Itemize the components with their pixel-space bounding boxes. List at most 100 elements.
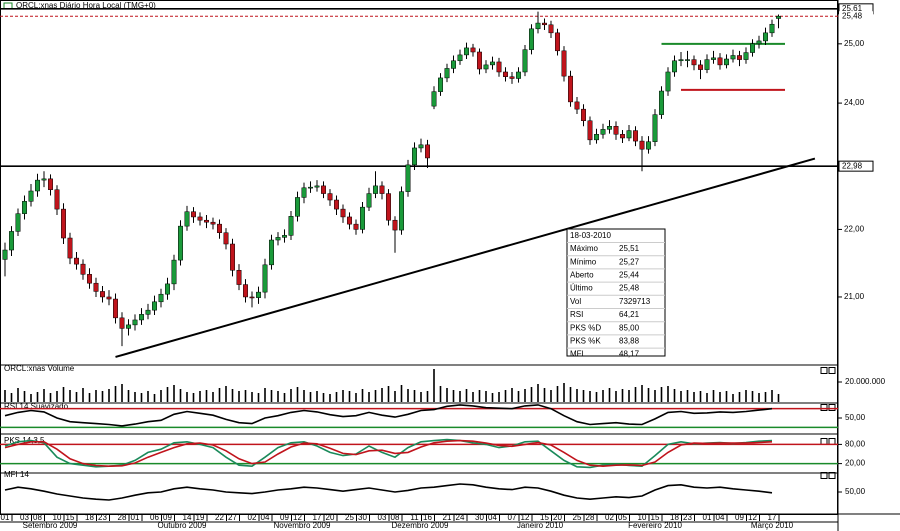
level-label: 22,98 [842, 161, 863, 170]
month-label: Fevereiro 2010 [628, 521, 682, 530]
candle-body [126, 324, 131, 329]
candle-body [405, 164, 411, 192]
volume-bar [192, 393, 195, 402]
candle-body [574, 101, 580, 110]
candle-body [191, 211, 196, 218]
volume-bar [569, 387, 572, 402]
x-tick-label: 10 [53, 513, 62, 522]
x-tick-label: 07 [508, 513, 517, 522]
candle-body [496, 61, 502, 73]
y-tick-label: 20,00 [845, 459, 866, 468]
month-label: Setembro 2009 [23, 521, 78, 530]
volume-bar [283, 393, 286, 402]
volume-bar [30, 394, 32, 402]
x-tick-label: 04 [488, 513, 497, 522]
volume-bar [738, 392, 741, 402]
x-tick-label: 03 [378, 513, 387, 522]
x-tick-label: 12 [521, 513, 530, 522]
volume-bar [699, 391, 702, 402]
x-tick-label: 10 [638, 513, 647, 522]
y-tick-label: 21,00 [844, 292, 865, 301]
x-tick-label: 01 [1, 513, 10, 522]
volume-bar [199, 391, 201, 402]
x-tick-label: 22 [215, 513, 224, 522]
x-tick-label: 18 [85, 513, 94, 522]
candle-body [256, 291, 261, 298]
volume-bar [17, 388, 19, 402]
x-tick-label: 04 [261, 513, 270, 522]
volume-bar [296, 387, 299, 402]
candle-body [503, 71, 508, 77]
candle-body [35, 179, 40, 192]
level-label: 25,48 [842, 11, 863, 20]
candle-body [340, 208, 346, 218]
month-label: Novembro 2009 [274, 521, 331, 530]
candle-body [334, 199, 339, 210]
volume-bar [43, 389, 45, 402]
x-tick-label: 17 [313, 513, 322, 522]
volume-bar [225, 386, 227, 402]
x-tick-label: 14 [183, 513, 192, 522]
volume-bar [101, 391, 104, 402]
trend-line [115, 157, 816, 358]
volume-bar [563, 383, 565, 402]
month-label: Março 2010 [751, 521, 794, 530]
candle-body [15, 213, 21, 232]
chart-title: ORCL:xnas Diário Hora Local (TMG+0) [16, 1, 156, 10]
x-tick-label: 20 [553, 513, 562, 522]
volume-bar [127, 390, 130, 402]
volume-bar [517, 391, 520, 402]
volume-bar [231, 389, 234, 402]
candle-body [438, 77, 443, 92]
candle-body [620, 134, 625, 139]
x-tick-label: 09 [280, 513, 289, 522]
candle-body [464, 47, 469, 56]
volume-bar [777, 394, 780, 402]
volume-bar [634, 387, 637, 402]
candle-body [41, 178, 47, 181]
volume-bar [394, 391, 396, 402]
candle-body [457, 54, 463, 62]
candle-body [613, 126, 619, 135]
volume-bar [472, 392, 474, 402]
info-value: 25,51 [619, 244, 640, 253]
candle-body [776, 15, 781, 19]
candle-body [327, 193, 333, 201]
y-tick-label: 24,00 [844, 98, 865, 107]
volume-bar [387, 386, 390, 402]
candle-body [672, 60, 677, 73]
volume-bar [647, 388, 650, 402]
candle-body [542, 22, 547, 26]
volume-bar [582, 390, 585, 402]
info-value: 83,88 [619, 337, 640, 346]
volume-bar [446, 388, 448, 402]
candle-body [178, 225, 183, 261]
candle-body [67, 237, 73, 259]
x-tick-label: 23 [98, 513, 107, 522]
volume-bar [667, 386, 669, 402]
x-tick-label: 23 [683, 513, 692, 522]
candle-body [470, 47, 476, 53]
x-tick-label: 05 [618, 513, 627, 522]
candle-body [763, 32, 768, 42]
x-tick-label: 09 [735, 513, 744, 522]
volume-bar [212, 392, 214, 402]
volume-bar [218, 388, 221, 402]
candle-body [301, 187, 307, 198]
candle-body [80, 263, 86, 275]
volume-bar [277, 391, 279, 402]
volume-bar [134, 392, 136, 402]
candle-body [171, 259, 177, 285]
candle-body [152, 301, 157, 311]
candle-body [652, 114, 658, 142]
volume-bar [719, 392, 721, 402]
x-tick-label: 12 [748, 513, 757, 522]
x-tick-label: 04 [716, 513, 725, 522]
volume-bar [751, 391, 754, 402]
volume-bar [108, 389, 110, 402]
candle-body [61, 208, 66, 239]
candle-body [288, 216, 294, 236]
candle-body [607, 126, 612, 130]
x-tick-label: 02 [248, 513, 257, 522]
volume-bar [309, 392, 312, 402]
